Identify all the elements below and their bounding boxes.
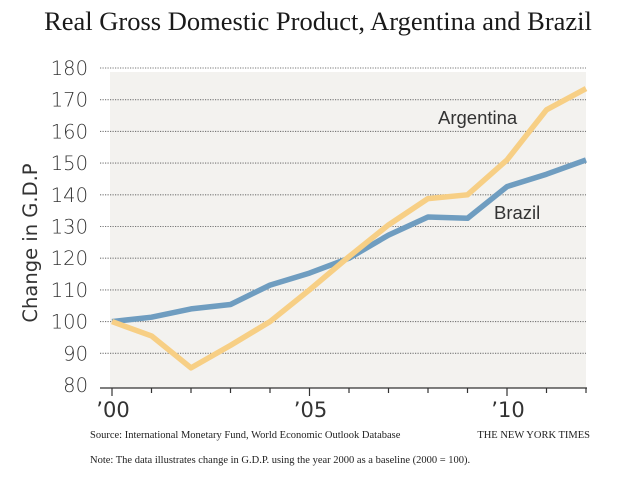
y-tick-label: 160 bbox=[51, 120, 88, 143]
chart-title: Real Gross Domestic Product, Argentina a… bbox=[44, 6, 592, 36]
y-tick-label: 120 bbox=[51, 247, 88, 270]
baseline-note: Note: The data illustrates change in G.D… bbox=[90, 455, 470, 466]
x-tick-labels: ’00 ’05 ’10 bbox=[96, 398, 524, 422]
series-line-argentina bbox=[111, 86, 588, 371]
y-tick-labels: 80 90 100 110 120 130 140 150 160 170 180 bbox=[51, 57, 88, 397]
x-tick-label: ’10 bbox=[491, 398, 524, 422]
x-tick-label: ’05 bbox=[294, 398, 327, 422]
x-tick-label: ’00 bbox=[96, 398, 129, 422]
series-label-brazil: Brazil bbox=[494, 202, 540, 223]
y-tick-label: 100 bbox=[51, 311, 88, 334]
y-tick-label: 170 bbox=[51, 89, 88, 112]
y-tick-label: 110 bbox=[51, 279, 88, 302]
y-tick-label: 80 bbox=[63, 374, 88, 397]
series-label-argentina: Argentina bbox=[438, 107, 518, 128]
y-axis-label: Change in G.D.P bbox=[19, 163, 42, 322]
y-tick-label: 90 bbox=[63, 342, 88, 365]
series-lines bbox=[111, 86, 588, 371]
y-tick-label: 130 bbox=[51, 216, 88, 239]
y-tick-label: 140 bbox=[51, 184, 88, 207]
source-note: Source: International Monetary Fund, Wor… bbox=[90, 430, 401, 441]
credit-label: THE NEW YORK TIMES bbox=[477, 430, 590, 441]
y-tick-label: 180 bbox=[51, 57, 88, 80]
plot-panel bbox=[110, 72, 586, 388]
x-ticks bbox=[111, 388, 587, 396]
y-tick-label: 150 bbox=[51, 152, 88, 175]
